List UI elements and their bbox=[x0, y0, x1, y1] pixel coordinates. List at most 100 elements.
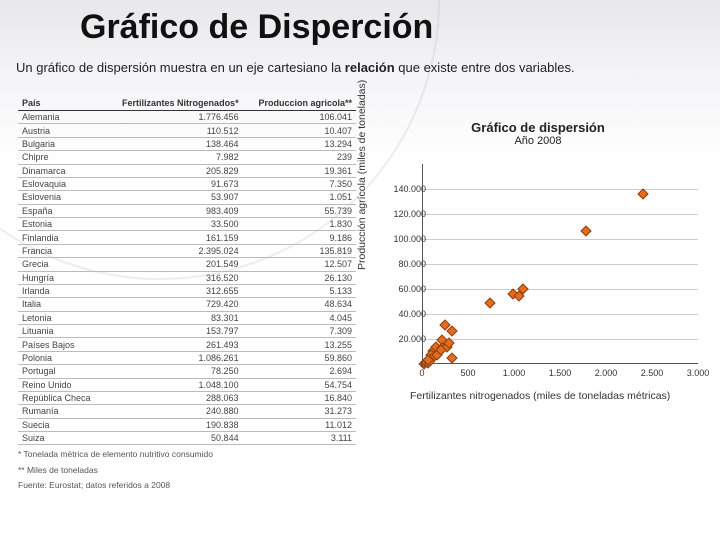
value-cell: 13.294 bbox=[243, 137, 356, 150]
value-cell: 48.634 bbox=[243, 298, 356, 311]
country-cell: Francia bbox=[18, 244, 103, 257]
country-cell: Países Bajos bbox=[18, 338, 103, 351]
x-tick-label: 2.000 bbox=[595, 368, 618, 378]
value-cell: 9.186 bbox=[243, 231, 356, 244]
value-cell: 54.754 bbox=[243, 378, 356, 391]
chart-ylabel: Producción agrícola (miles de toneladas) bbox=[356, 80, 368, 270]
table-row: España983.40955.739 bbox=[18, 204, 356, 217]
value-cell: 201.549 bbox=[103, 258, 242, 271]
value-cell: 53.907 bbox=[103, 191, 242, 204]
page-title: Gráfico de Disperción bbox=[80, 8, 433, 47]
gridline bbox=[423, 214, 698, 215]
chart-title: Gráfico de dispersión bbox=[370, 120, 706, 135]
table-row: Rumanía240.88031.273 bbox=[18, 405, 356, 418]
value-cell: 135.819 bbox=[243, 244, 356, 257]
country-cell: Lituania bbox=[18, 325, 103, 338]
table-row: Grecia201.54912.507 bbox=[18, 258, 356, 271]
table-row: Irlanda312.6555.133 bbox=[18, 284, 356, 297]
scatter-point bbox=[638, 189, 649, 200]
y-tick-label: 120.000 bbox=[393, 209, 426, 219]
value-cell: 19.361 bbox=[243, 164, 356, 177]
table-row: Eslovenia53.9071.051 bbox=[18, 191, 356, 204]
chart-plot-area bbox=[422, 164, 698, 364]
country-cell: Alemania bbox=[18, 111, 103, 124]
value-cell: 110.512 bbox=[103, 124, 242, 137]
y-tick-label: 60.000 bbox=[398, 284, 426, 294]
table-footnote: * Tonelada métrica de elemento nutritivo… bbox=[18, 449, 356, 460]
table-row: Portugal78.2502.694 bbox=[18, 365, 356, 378]
scatter-point bbox=[446, 352, 457, 363]
country-cell: Letonia bbox=[18, 311, 103, 324]
value-cell: 316.520 bbox=[103, 271, 242, 284]
table-footnote: Fuente: Eurostat; datos referidos a 2008 bbox=[18, 480, 356, 491]
value-cell: 261.493 bbox=[103, 338, 242, 351]
table-row: Eslovaquia91.6737.350 bbox=[18, 177, 356, 190]
x-tick-label: 1.000 bbox=[503, 368, 526, 378]
y-tick-label: 40.000 bbox=[398, 309, 426, 319]
value-cell: 190.838 bbox=[103, 418, 242, 431]
value-cell: 3.111 bbox=[243, 432, 356, 445]
value-cell: 1.051 bbox=[243, 191, 356, 204]
table-row: Italia729.42048.634 bbox=[18, 298, 356, 311]
value-cell: 59.860 bbox=[243, 351, 356, 364]
table-row: Polonia1.086.26159.860 bbox=[18, 351, 356, 364]
country-cell: Austria bbox=[18, 124, 103, 137]
table-row: Lituania153.7977.309 bbox=[18, 325, 356, 338]
country-cell: España bbox=[18, 204, 103, 217]
country-cell: Reino Unido bbox=[18, 378, 103, 391]
country-cell: Chipre bbox=[18, 151, 103, 164]
country-cell: Rumanía bbox=[18, 405, 103, 418]
table-header: Fertilizantes Nitrogenados* bbox=[103, 96, 242, 111]
value-cell: 1.086.261 bbox=[103, 351, 242, 364]
value-cell: 2.395.024 bbox=[103, 244, 242, 257]
value-cell: 91.673 bbox=[103, 177, 242, 190]
country-cell: Eslovenia bbox=[18, 191, 103, 204]
value-cell: 1.830 bbox=[243, 218, 356, 231]
y-tick-label: 20.000 bbox=[398, 334, 426, 344]
country-cell: Suiza bbox=[18, 432, 103, 445]
country-cell: Finlandia bbox=[18, 231, 103, 244]
value-cell: 78.250 bbox=[103, 365, 242, 378]
value-cell: 729.420 bbox=[103, 298, 242, 311]
value-cell: 31.273 bbox=[243, 405, 356, 418]
gridline bbox=[423, 189, 698, 190]
scatter-point bbox=[581, 226, 592, 237]
value-cell: 12.507 bbox=[243, 258, 356, 271]
chart-subtitle: Año 2008 bbox=[370, 135, 706, 147]
country-cell: República Checa bbox=[18, 391, 103, 404]
country-cell: Portugal bbox=[18, 365, 103, 378]
gridline bbox=[423, 314, 698, 315]
table-footnote: ** Miles de toneladas bbox=[18, 465, 356, 476]
value-cell: 4.045 bbox=[243, 311, 356, 324]
table-row: Estonia33.5001.830 bbox=[18, 218, 356, 231]
value-cell: 5.133 bbox=[243, 284, 356, 297]
value-cell: 312.655 bbox=[103, 284, 242, 297]
x-tick-label: 1.500 bbox=[549, 368, 572, 378]
value-cell: 50.844 bbox=[103, 432, 242, 445]
table-row: Chipre7.982239 bbox=[18, 151, 356, 164]
value-cell: 288.063 bbox=[103, 391, 242, 404]
value-cell: 7.309 bbox=[243, 325, 356, 338]
x-tick-label: 3.000 bbox=[687, 368, 710, 378]
table-row: Francia2.395.024135.819 bbox=[18, 244, 356, 257]
value-cell: 239 bbox=[243, 151, 356, 164]
country-cell: Suecia bbox=[18, 418, 103, 431]
country-cell: Estonia bbox=[18, 218, 103, 231]
value-cell: 153.797 bbox=[103, 325, 242, 338]
table-row: Austria110.51210.407 bbox=[18, 124, 356, 137]
table-row: Reino Unido1.048.10054.754 bbox=[18, 378, 356, 391]
table-header: Produccion agricola** bbox=[243, 96, 356, 111]
x-tick-label: 2.500 bbox=[641, 368, 664, 378]
value-cell: 1.776.456 bbox=[103, 111, 242, 124]
country-cell: Eslovaquia bbox=[18, 177, 103, 190]
value-cell: 1.048.100 bbox=[103, 378, 242, 391]
value-cell: 11.012 bbox=[243, 418, 356, 431]
scatter-point bbox=[484, 298, 495, 309]
gridline bbox=[423, 264, 698, 265]
value-cell: 7.982 bbox=[103, 151, 242, 164]
value-cell: 106.041 bbox=[243, 111, 356, 124]
chart-xlabel: Fertilizantes nitrogenados (miles de ton… bbox=[410, 390, 710, 402]
scatter-chart: Gráfico de dispersión Año 2008 Producció… bbox=[370, 120, 706, 450]
table-row: Finlandia161.1599.186 bbox=[18, 231, 356, 244]
table-row: Bulgaria138.46413.294 bbox=[18, 137, 356, 150]
